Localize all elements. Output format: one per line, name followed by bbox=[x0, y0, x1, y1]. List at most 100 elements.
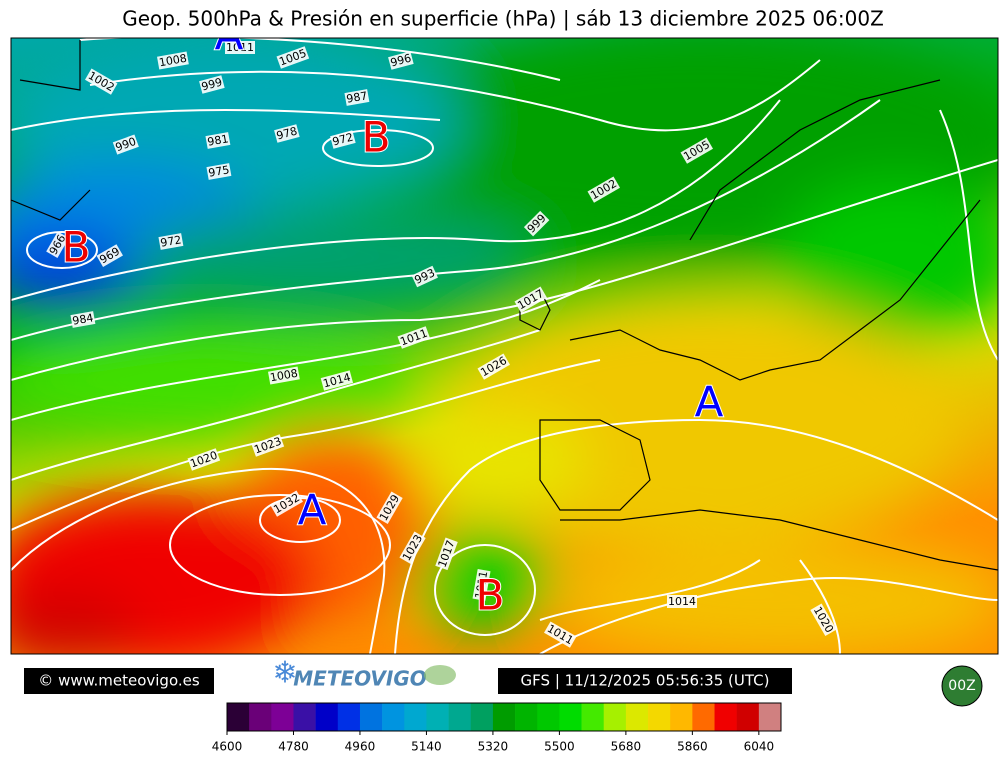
colorbar-swatch bbox=[382, 703, 405, 731]
isobar-label: 1014 bbox=[668, 595, 696, 608]
pressure-center: A bbox=[215, 11, 244, 60]
colorbar: 4600 4780 4960 5140 5320 5500 5680 5860 6040 bbox=[212, 702, 782, 754]
isobar-label-bg bbox=[397, 326, 431, 349]
colorbar-tick-label: 4780 bbox=[278, 740, 309, 754]
isobar-label: 1011 bbox=[473, 570, 491, 600]
colorbar-tick-label: 5500 bbox=[544, 740, 575, 754]
isobar-label-bg bbox=[225, 41, 255, 54]
pressure-center: A bbox=[298, 486, 327, 535]
map-frame bbox=[10, 37, 999, 655]
colorbar-swatch bbox=[625, 703, 649, 731]
isobar-label-bg bbox=[680, 137, 713, 164]
colorbar-swatch bbox=[337, 703, 361, 731]
colorbar-swatch bbox=[359, 703, 383, 731]
isobar-label: 1008 bbox=[158, 52, 188, 70]
isobar-label-bg bbox=[199, 75, 225, 94]
isobar-label-bg bbox=[85, 68, 118, 95]
isobar-label-bg bbox=[206, 163, 232, 180]
colorbar-swatch bbox=[648, 703, 671, 731]
isobar-label-bg bbox=[388, 51, 414, 70]
colorbar-swatch bbox=[404, 703, 427, 731]
colorbar-swatch bbox=[249, 703, 272, 731]
colorbar-swatch bbox=[603, 703, 627, 731]
copyright-box bbox=[24, 668, 214, 694]
isobar-label-bg bbox=[187, 448, 221, 471]
colorbar-swatch bbox=[670, 703, 693, 731]
isobar-label-bg bbox=[587, 176, 620, 203]
isobar-label-bg bbox=[435, 537, 458, 571]
colorbar-swatch bbox=[692, 703, 715, 731]
logo-leaf bbox=[424, 665, 456, 685]
coastlines bbox=[11, 40, 998, 571]
isobar-label-bg bbox=[96, 244, 123, 267]
colorbar-tick-label: 5680 bbox=[611, 740, 642, 754]
isobar-label-bg bbox=[376, 491, 403, 524]
colorbar-swatch bbox=[537, 703, 560, 731]
snowflake-icon: ❄ bbox=[272, 656, 297, 691]
pressure-centers: A B B A A B bbox=[61, 11, 725, 621]
colorbar-swatch bbox=[714, 703, 737, 731]
isobar-label-bg bbox=[251, 434, 285, 457]
isobar-label-bg bbox=[810, 603, 837, 636]
isobar-label: 975 bbox=[207, 163, 230, 179]
colorbar-swatch bbox=[293, 703, 316, 731]
isobars bbox=[11, 38, 998, 654]
colorbar-tick-label: 4600 bbox=[212, 740, 243, 754]
colorbar-swatch bbox=[559, 703, 582, 731]
cycle: 00Z bbox=[948, 678, 975, 694]
colorbar-tick-label: 5860 bbox=[677, 740, 708, 754]
isobar-label-bg bbox=[344, 89, 370, 106]
isobar-label-bg bbox=[399, 531, 426, 564]
isobar-label-bg bbox=[411, 265, 438, 288]
isobar-label: 972 bbox=[331, 131, 355, 149]
run-info: GFS | 11/12/2025 05:56:35 (UTC) bbox=[521, 672, 770, 690]
isobar-label: 972 bbox=[159, 233, 182, 249]
isobar-label-bg bbox=[320, 370, 354, 391]
colorbar-swatch bbox=[736, 703, 760, 731]
colorbar-swatch bbox=[227, 703, 250, 731]
isobar-label: 981 bbox=[206, 132, 229, 148]
isobar-label-bg bbox=[472, 569, 491, 601]
isobar-label-bg bbox=[46, 231, 69, 258]
colorbar-swatch bbox=[581, 703, 605, 731]
pressure-center: A bbox=[695, 378, 724, 427]
colorbar-swatch bbox=[426, 703, 449, 731]
isobar-label: 978 bbox=[275, 125, 299, 143]
isobar-label-bg bbox=[514, 286, 547, 313]
isobar-label: 996 bbox=[389, 52, 413, 70]
isobar-label-bg bbox=[157, 51, 189, 70]
colorbar-swatch bbox=[315, 703, 339, 731]
isobar-label-bg bbox=[112, 134, 139, 155]
isobar-label-bg bbox=[276, 46, 310, 69]
isobar-label-bg bbox=[70, 311, 96, 328]
colorbar-tick-label: 5320 bbox=[478, 740, 509, 754]
isobar-label-bg bbox=[667, 595, 697, 608]
isobar-label-bg bbox=[523, 210, 550, 237]
colorbar-tick-label: 4960 bbox=[345, 740, 376, 754]
colorbar-swatch bbox=[492, 703, 516, 731]
isobar-label: 987 bbox=[345, 89, 368, 105]
isobar-label: 1011 bbox=[226, 41, 254, 54]
logo: METEOVIGO bbox=[293, 667, 427, 691]
colorbar-swatch bbox=[470, 703, 494, 731]
isobar-label-bg bbox=[274, 124, 300, 143]
isobar-label-bg bbox=[158, 233, 184, 250]
colorbar-swatch bbox=[515, 703, 538, 731]
isobar-label: 1008 bbox=[269, 367, 299, 385]
isobar-label-bg bbox=[268, 366, 300, 385]
copyright: © www.meteovigo.es bbox=[38, 672, 200, 690]
colorbar-swatch bbox=[448, 703, 472, 731]
title: Geop. 500hPa & Presión en superficie (hP… bbox=[122, 7, 884, 31]
run-info-box bbox=[498, 668, 792, 694]
isobar-label-bg bbox=[205, 132, 231, 149]
colorbar-frame bbox=[226, 702, 782, 732]
isobar-label: 999 bbox=[200, 76, 224, 94]
pressure-center: B bbox=[362, 113, 391, 162]
colorbar-swatch bbox=[271, 703, 294, 731]
pressure-center: B bbox=[476, 571, 505, 620]
colorbar-tick-label: 5140 bbox=[411, 740, 442, 754]
cycle-badge bbox=[941, 665, 983, 707]
